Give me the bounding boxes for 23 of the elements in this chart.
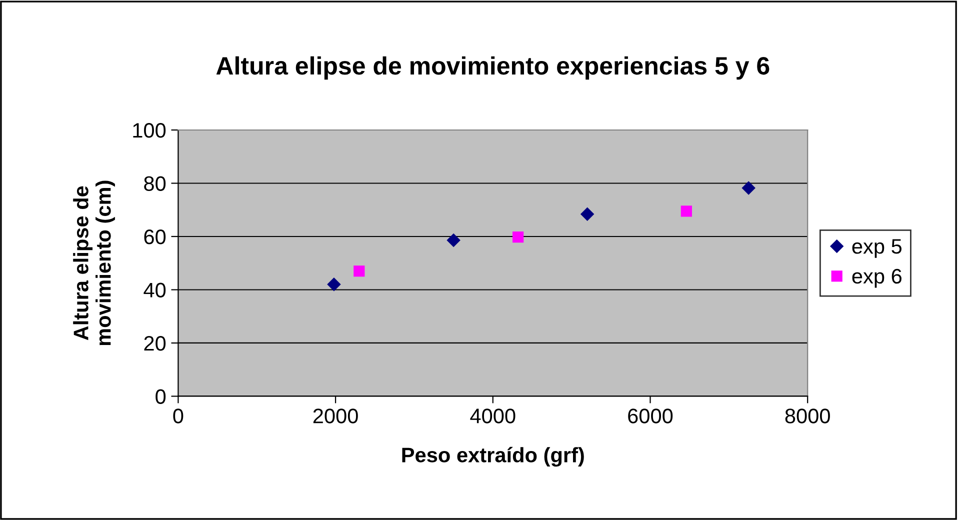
point: [354, 266, 365, 277]
y-tick-label: 100: [133, 123, 166, 138]
point: [327, 278, 341, 292]
y-tick-label: 80: [144, 176, 166, 191]
y-tick-label: 60: [144, 229, 166, 244]
legend-label: exp 5: [852, 239, 902, 258]
legend-label: exp 6: [852, 268, 902, 288]
x-tick-label: 6000: [628, 408, 673, 424]
point: [512, 231, 524, 243]
x-axis-title: Peso extraído (grf): [402, 446, 584, 467]
y-tick-label: 20: [144, 336, 166, 351]
point: [742, 181, 756, 195]
y-tick-label: 40: [144, 282, 166, 298]
x-tick-label: 8000: [785, 408, 830, 424]
point: [680, 206, 692, 217]
x-tick-label: 2000: [313, 408, 358, 424]
point: [580, 207, 594, 222]
y-axis-title: Altura elipse de movimiento (cm): [73, 180, 115, 346]
x-tick-label: 0: [173, 408, 184, 424]
chart-title: Altura elipse de movimiento experiencias 5 y 6: [216, 56, 770, 80]
x-tick-label: 4000: [470, 408, 516, 424]
point: [446, 233, 460, 248]
y-tick-label: 0: [156, 389, 166, 404]
